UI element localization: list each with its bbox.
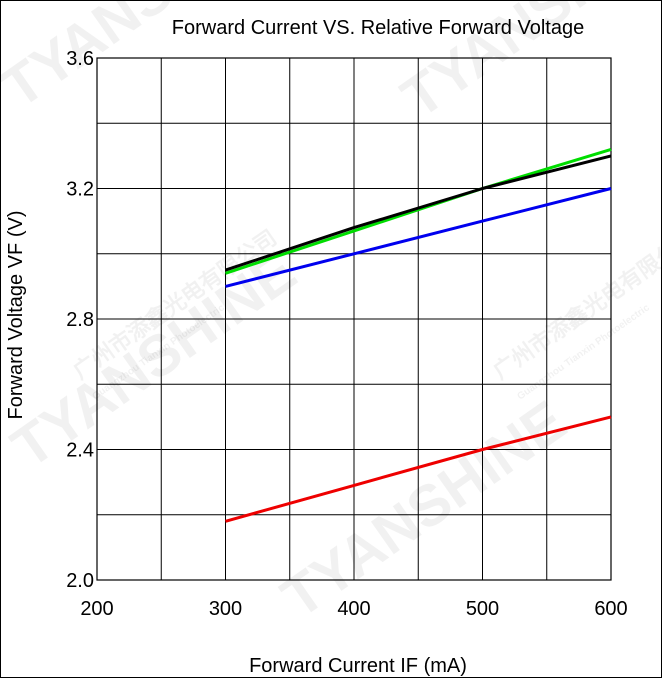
series-line (225, 415, 612, 523)
y-axis-label: Forward Voltage VF (V) (5, 211, 27, 420)
y-tick-label: 2.0 (66, 570, 94, 592)
series-line (225, 147, 612, 275)
y-tick-label: 2.8 (66, 309, 94, 331)
x-axis-label: Forward Current IF (mA) (249, 655, 467, 677)
y-tick-label: 3.6 (66, 48, 94, 70)
chart-title: Forward Current VS. Relative Forward Vol… (172, 17, 584, 39)
x-tick-label: 200 (80, 598, 113, 620)
x-tick-label: 300 (209, 598, 242, 620)
series-line (225, 187, 612, 288)
series-layer (225, 147, 612, 523)
tick-labels: 200 300 400 500 600 2.0 2.4 2.8 3.2 3.6 (66, 48, 628, 620)
x-tick-label: 400 (337, 598, 370, 620)
y-tick-label: 2.4 (66, 440, 94, 462)
plot-border (96, 57, 612, 581)
x-tick-label: 500 (466, 598, 499, 620)
series-line (225, 154, 612, 272)
x-tick-label: 600 (594, 598, 627, 620)
grid (97, 58, 611, 580)
y-tick-label: 3.2 (66, 179, 94, 201)
